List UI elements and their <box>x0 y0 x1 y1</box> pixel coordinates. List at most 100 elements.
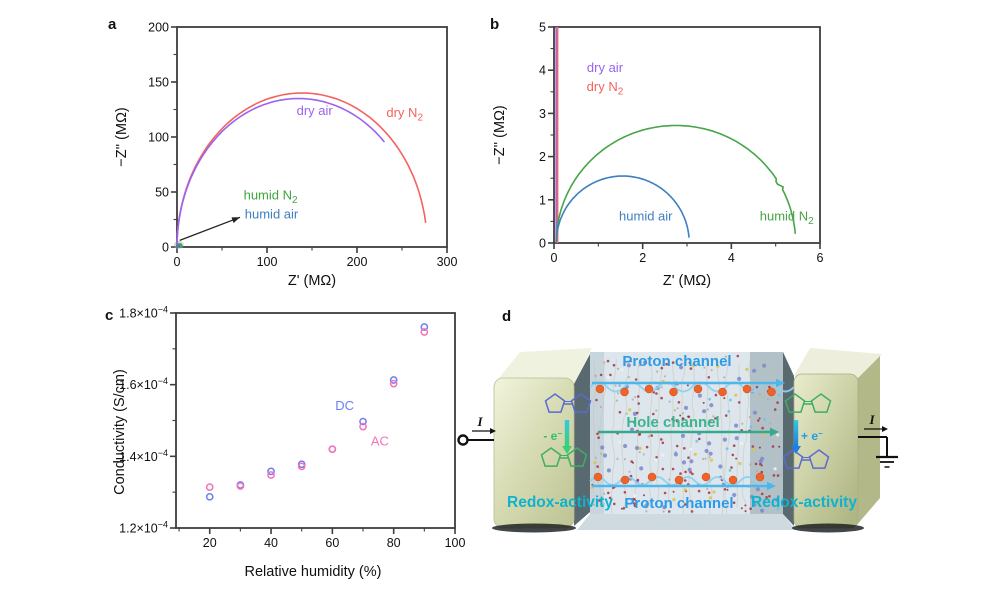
electron-transfer-arrow-left <box>564 420 570 446</box>
panel-a-letter: a <box>108 16 117 33</box>
atom-dot <box>686 384 689 387</box>
atom-dot <box>602 502 605 506</box>
atom-dot <box>740 507 743 510</box>
proton-site-dot <box>742 384 752 394</box>
curve-humid-air <box>176 244 181 248</box>
data-point-DC <box>359 417 367 426</box>
hole-channel-arrow-arrowhead-icon <box>770 427 779 437</box>
atom-dot <box>760 470 764 474</box>
electron-transfer-arrow-right <box>793 420 799 446</box>
panel-a-nyquist-chart: 0 100 200 300 0 50 100 150 200 dry N2 dry air humid… <box>108 16 457 289</box>
data-point-AC <box>420 328 429 336</box>
atom-dot <box>707 491 711 494</box>
atom-dot <box>679 365 684 370</box>
atom-dot <box>754 462 758 466</box>
atom-dot <box>633 494 637 498</box>
atom-dot <box>672 498 676 502</box>
atom-dot <box>758 446 761 449</box>
series-label-humid-N2: humid N2 <box>244 188 298 207</box>
proton-channel-top-label: Proton channel <box>622 353 731 370</box>
atom-dot <box>732 492 737 498</box>
atom-dot <box>752 448 756 452</box>
x-tick-label: 0 <box>174 255 181 269</box>
atom-dot <box>660 386 663 389</box>
atom-dot <box>606 468 611 473</box>
atom-dot <box>712 490 716 494</box>
left-oxidized-rings <box>544 393 592 413</box>
atom-dot <box>708 456 711 459</box>
panel-b-plot-area: 0 2 4 6 0 1 2 3 4 5 dry air dry N2 humid N2 humid air <box>539 21 823 266</box>
y-tick-label: 1.8×10−4 <box>119 305 168 321</box>
atom-dot <box>676 407 679 410</box>
atom-dot <box>634 445 640 451</box>
atom-dot <box>645 502 648 505</box>
atom-dot <box>645 445 649 449</box>
polymer-strand <box>592 361 597 507</box>
y-tick-label: 2 <box>539 150 546 164</box>
atom-dot <box>627 376 630 379</box>
data-point-AC <box>205 483 214 491</box>
atom-dot <box>710 419 713 423</box>
atom-dot <box>722 437 727 442</box>
atom-dot <box>708 496 712 500</box>
data-point-AC <box>389 379 398 388</box>
atom-dot <box>612 363 616 367</box>
atom-dot <box>697 393 702 398</box>
atom-dot <box>737 401 741 404</box>
atom-dot <box>732 501 736 504</box>
atom-dot <box>626 363 631 368</box>
x-tick-label: 6 <box>817 251 824 265</box>
atom-dot <box>620 368 624 372</box>
y-tick-label: 3 <box>539 107 546 121</box>
polymer-strand <box>680 361 686 514</box>
atom-dot <box>779 473 783 476</box>
atom-dot <box>744 510 747 513</box>
atom-dot <box>636 478 640 482</box>
atom-dot <box>702 419 705 422</box>
atom-dot <box>677 401 681 404</box>
x-tick-label: 4 <box>728 251 735 265</box>
slab-bottom-face <box>577 514 796 530</box>
atom-dot <box>771 445 775 448</box>
atom-dot <box>730 466 733 469</box>
x-tick-label: 100 <box>257 255 278 269</box>
proton-site-dot <box>674 475 684 485</box>
atom-dot <box>755 487 760 492</box>
atom-dot <box>671 361 675 364</box>
atom-dot <box>729 398 732 402</box>
atom-dot <box>673 452 678 457</box>
atom-dot <box>665 362 668 366</box>
atom-dot <box>704 457 707 460</box>
y-tick-label: 0 <box>539 237 546 251</box>
atom-dot <box>643 494 645 497</box>
polymer-strand <box>723 357 731 514</box>
atom-dot <box>716 364 720 368</box>
atom-dot <box>620 507 623 510</box>
atom-dot <box>732 444 736 447</box>
series-label-humid-N2: humid N2 <box>760 209 814 228</box>
y-tick-label: 4 <box>539 64 546 78</box>
y-tick-label: 1.4×10−4 <box>119 448 168 464</box>
plus-electron-label: + e− <box>801 429 823 443</box>
atom-dot <box>661 467 665 471</box>
atom-dot <box>768 495 771 498</box>
atom-dot <box>594 456 598 459</box>
y-tick-label: 200 <box>148 21 169 35</box>
atom-dot <box>776 474 780 477</box>
atom-dot <box>749 507 752 510</box>
proton-site-dot <box>593 472 603 482</box>
atom-dot <box>707 376 711 379</box>
atom-dot <box>708 451 713 456</box>
atom-dot <box>637 402 640 405</box>
panel-c-plot-area: 20 40 60 80 100 1.2×10−4 1.4×10−4 1.6×10−4 1.8×1… <box>119 305 465 551</box>
series-label-humid-air: humid air <box>245 206 299 221</box>
atom-dot <box>628 470 631 473</box>
atom-dot <box>684 503 687 506</box>
series-humid-air: humid air <box>555 175 690 243</box>
proton-channel-bottom-arrow-arrowhead-icon <box>767 481 776 491</box>
proton-hopping-wave-top <box>589 381 795 393</box>
atom-dot <box>689 424 693 428</box>
atom-dot <box>638 433 641 436</box>
atom-dot <box>689 447 693 451</box>
series-humid-air: humid air <box>176 206 299 248</box>
